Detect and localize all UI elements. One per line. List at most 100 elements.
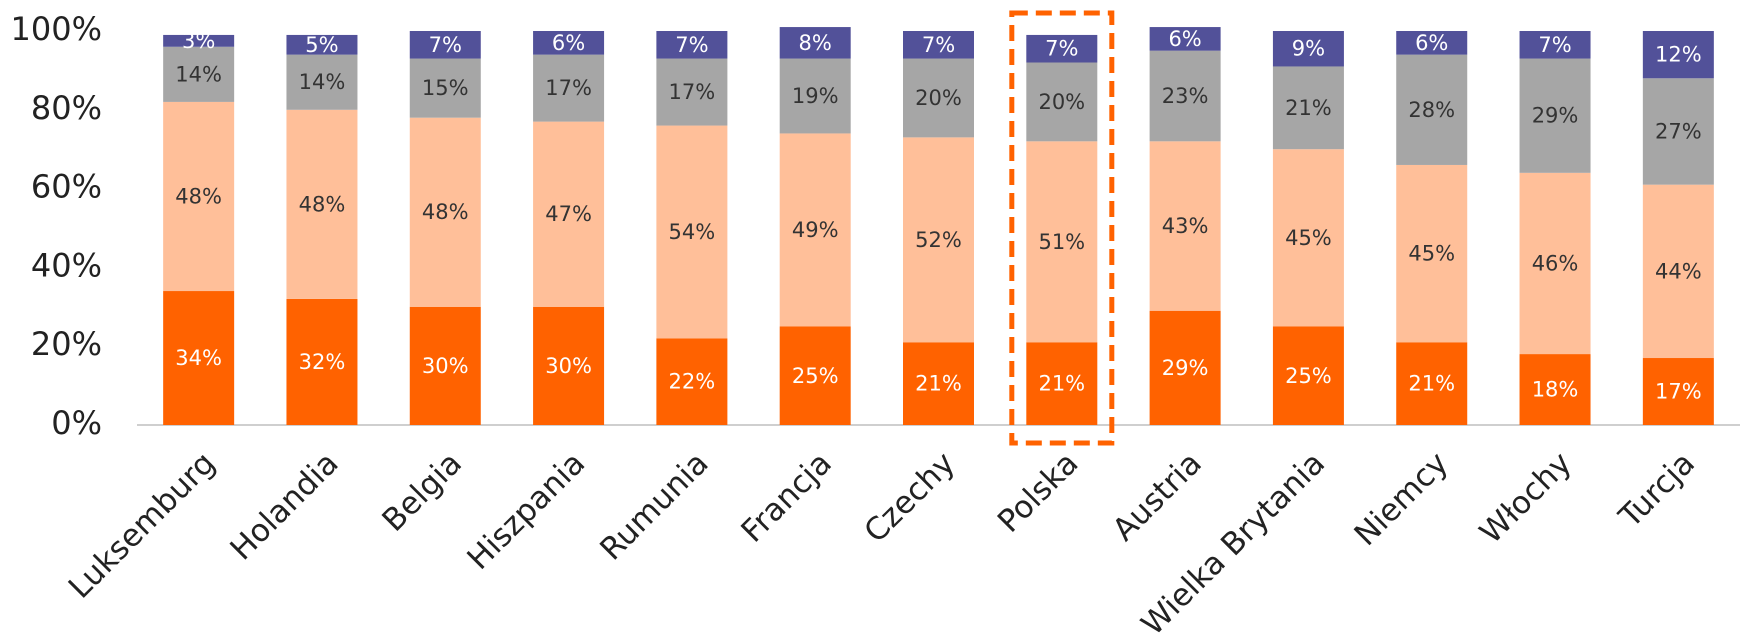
bar-segment [1519,58,1591,173]
data-label: 14% [175,62,222,86]
bar-segment [903,31,974,59]
data-label: 30% [422,354,469,378]
x-tick-label: Francja [734,445,838,549]
data-label: 5% [305,33,338,57]
data-label: 23% [1162,84,1209,108]
data-label: 21% [1408,372,1455,396]
bar-segment [163,34,235,47]
x-tick-label: Rumunia [593,445,715,567]
y-tick-label: 0% [51,404,102,442]
bar-segment [163,291,235,425]
data-label: 12% [1655,43,1702,67]
y-tick-label: 20% [31,325,102,363]
bar-segment [1396,342,1468,425]
bar-segment [409,117,481,307]
bar-segment [409,58,481,118]
data-label: 34% [175,346,222,370]
data-label: 46% [1532,251,1579,275]
x-tick-label: Polska [991,445,1086,540]
data-label: 27% [1655,119,1702,143]
data-label: 29% [1532,104,1579,128]
bar-segment [533,121,605,307]
data-label: 54% [669,220,716,244]
data-label: 49% [792,218,839,242]
y-tick-label: 80% [31,89,102,127]
data-label: 15% [422,76,469,100]
bar-segment [656,31,728,59]
data-label: 6% [552,31,585,55]
bar-segment [1026,62,1098,142]
bar-segment [779,133,851,327]
data-label: 20% [1038,90,1085,114]
bar-segment [1519,172,1591,355]
data-label: 9% [1292,37,1325,61]
data-label: 44% [1655,259,1702,283]
bar-segment [1149,27,1221,51]
bar-segment [1026,342,1098,425]
data-label: 22% [669,370,716,394]
data-label: 7% [675,33,708,57]
bar-segment [656,125,728,339]
x-tick-label: Niemcy [1348,445,1456,553]
bar-segment [1272,149,1344,327]
bar-segment [1272,66,1344,150]
bar-segment [1642,78,1714,185]
bar-segment [1396,31,1468,55]
data-label: 21% [915,372,962,396]
bar-segment [533,306,605,425]
data-label: 6% [1168,27,1201,51]
data-label: 47% [545,202,592,226]
bar-segment [1396,54,1468,165]
bar-segment [286,298,358,425]
bar-segment [409,306,481,425]
data-label: 25% [1285,364,1332,388]
x-tick-label: Holandia [223,445,345,567]
bar-segment [163,101,235,292]
x-tick-label: Włochy [1473,445,1579,551]
bar-segment [1519,354,1591,425]
data-label: 7% [922,33,955,57]
data-label: 45% [1285,226,1332,250]
data-label: 25% [792,364,839,388]
bar-segment [533,31,605,55]
data-label: 30% [545,354,592,378]
bar-segment [286,34,358,55]
data-label: 17% [1655,380,1702,404]
data-label: 52% [915,228,962,252]
data-label: 20% [915,86,962,110]
bar-segment [1272,31,1344,67]
bar-segment [903,137,974,343]
bar-segment [286,54,358,110]
bar-segment [1642,31,1714,79]
bar-segment [1396,164,1468,343]
data-label: 6% [1415,31,1448,55]
bar-segment [903,58,974,138]
data-label: 3% [182,29,215,53]
x-tick-label: Luksemburg [62,445,222,605]
bar-segment [1272,326,1344,425]
data-label: 8% [799,31,832,55]
data-label: 48% [422,200,469,224]
y-tick-label: 40% [31,246,102,284]
bar-segment [163,46,235,102]
data-label: 21% [1285,96,1332,120]
data-label: 7% [1045,37,1078,61]
x-tick-label: Austria [1106,445,1209,548]
y-tick-label: 100% [11,10,102,48]
bar-segment [1026,141,1098,343]
data-label: 48% [175,184,222,208]
data-label: 43% [1162,214,1209,238]
x-tick-label: Czechy [857,445,962,550]
bar-segment [656,338,728,425]
data-label: 7% [429,33,462,57]
bar-segment [903,342,974,425]
data-label: 51% [1038,230,1085,254]
bar-segment [779,326,851,425]
bar-segment [409,31,481,59]
data-label: 29% [1162,356,1209,380]
bar-segment [286,109,358,299]
bar-segment [1519,31,1591,59]
bar-segment [779,27,851,59]
data-label: 45% [1408,242,1455,266]
